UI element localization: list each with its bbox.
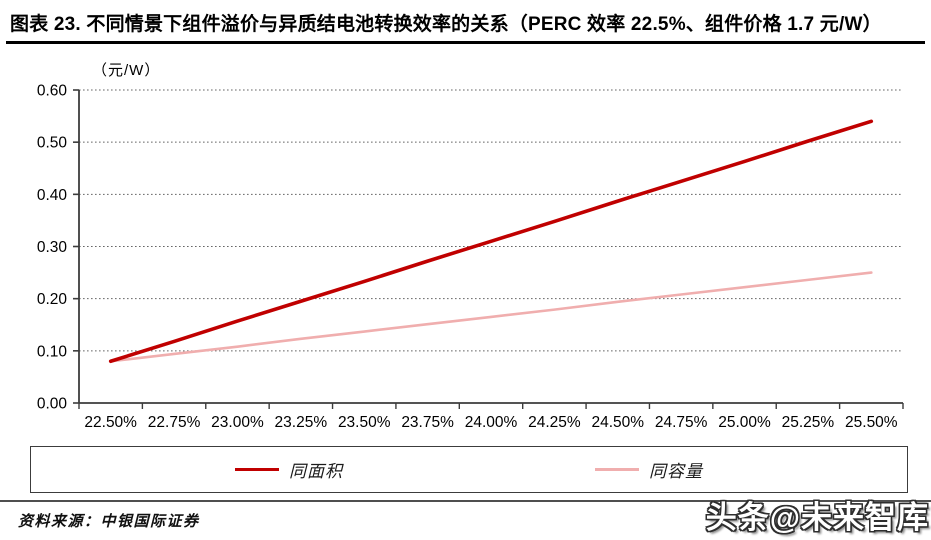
svg-text:0.50: 0.50: [37, 135, 68, 152]
svg-text:24.00%: 24.00%: [465, 414, 518, 431]
legend-item-same-area: 同面积: [235, 457, 343, 482]
svg-text:23.50%: 23.50%: [338, 414, 391, 431]
chart-legend: 同面积 同容量: [30, 446, 908, 493]
footer-divider: [0, 500, 931, 502]
svg-text:0.10: 0.10: [37, 343, 68, 360]
svg-text:0.20: 0.20: [37, 291, 68, 308]
series-line-swatch: [235, 467, 279, 472]
svg-text:0.00: 0.00: [37, 396, 68, 413]
svg-text:24.50%: 24.50%: [591, 414, 644, 431]
legend-item-same-capacity: 同容量: [595, 457, 703, 482]
title-underline: [6, 41, 925, 44]
watermark-text: 头条@未来智库: [705, 500, 929, 535]
chart-title: 图表 23. 不同情景下组件溢价与异质结电池转换效率的关系（PERC 效率 22…: [10, 14, 882, 35]
legend-label: 同容量: [649, 462, 703, 481]
svg-text:22.50%: 22.50%: [84, 414, 137, 431]
svg-text:23.75%: 23.75%: [401, 414, 454, 431]
svg-text:23.25%: 23.25%: [275, 414, 328, 431]
svg-text:0.60: 0.60: [37, 83, 68, 100]
svg-text:25.00%: 25.00%: [718, 414, 771, 431]
svg-text:22.75%: 22.75%: [148, 414, 201, 431]
svg-text:24.25%: 24.25%: [528, 414, 581, 431]
series-line-swatch: [595, 468, 639, 471]
svg-text:24.75%: 24.75%: [655, 414, 708, 431]
source-note: 资料来源：中银国际证券: [18, 514, 200, 530]
svg-text:0.30: 0.30: [37, 239, 68, 256]
svg-text:0.40: 0.40: [37, 187, 68, 204]
svg-text:25.25%: 25.25%: [782, 414, 835, 431]
y-axis-unit-label: （元/W）: [92, 62, 161, 79]
svg-text:23.00%: 23.00%: [211, 414, 264, 431]
legend-label: 同面积: [289, 462, 343, 481]
svg-text:25.50%: 25.50%: [845, 414, 898, 431]
